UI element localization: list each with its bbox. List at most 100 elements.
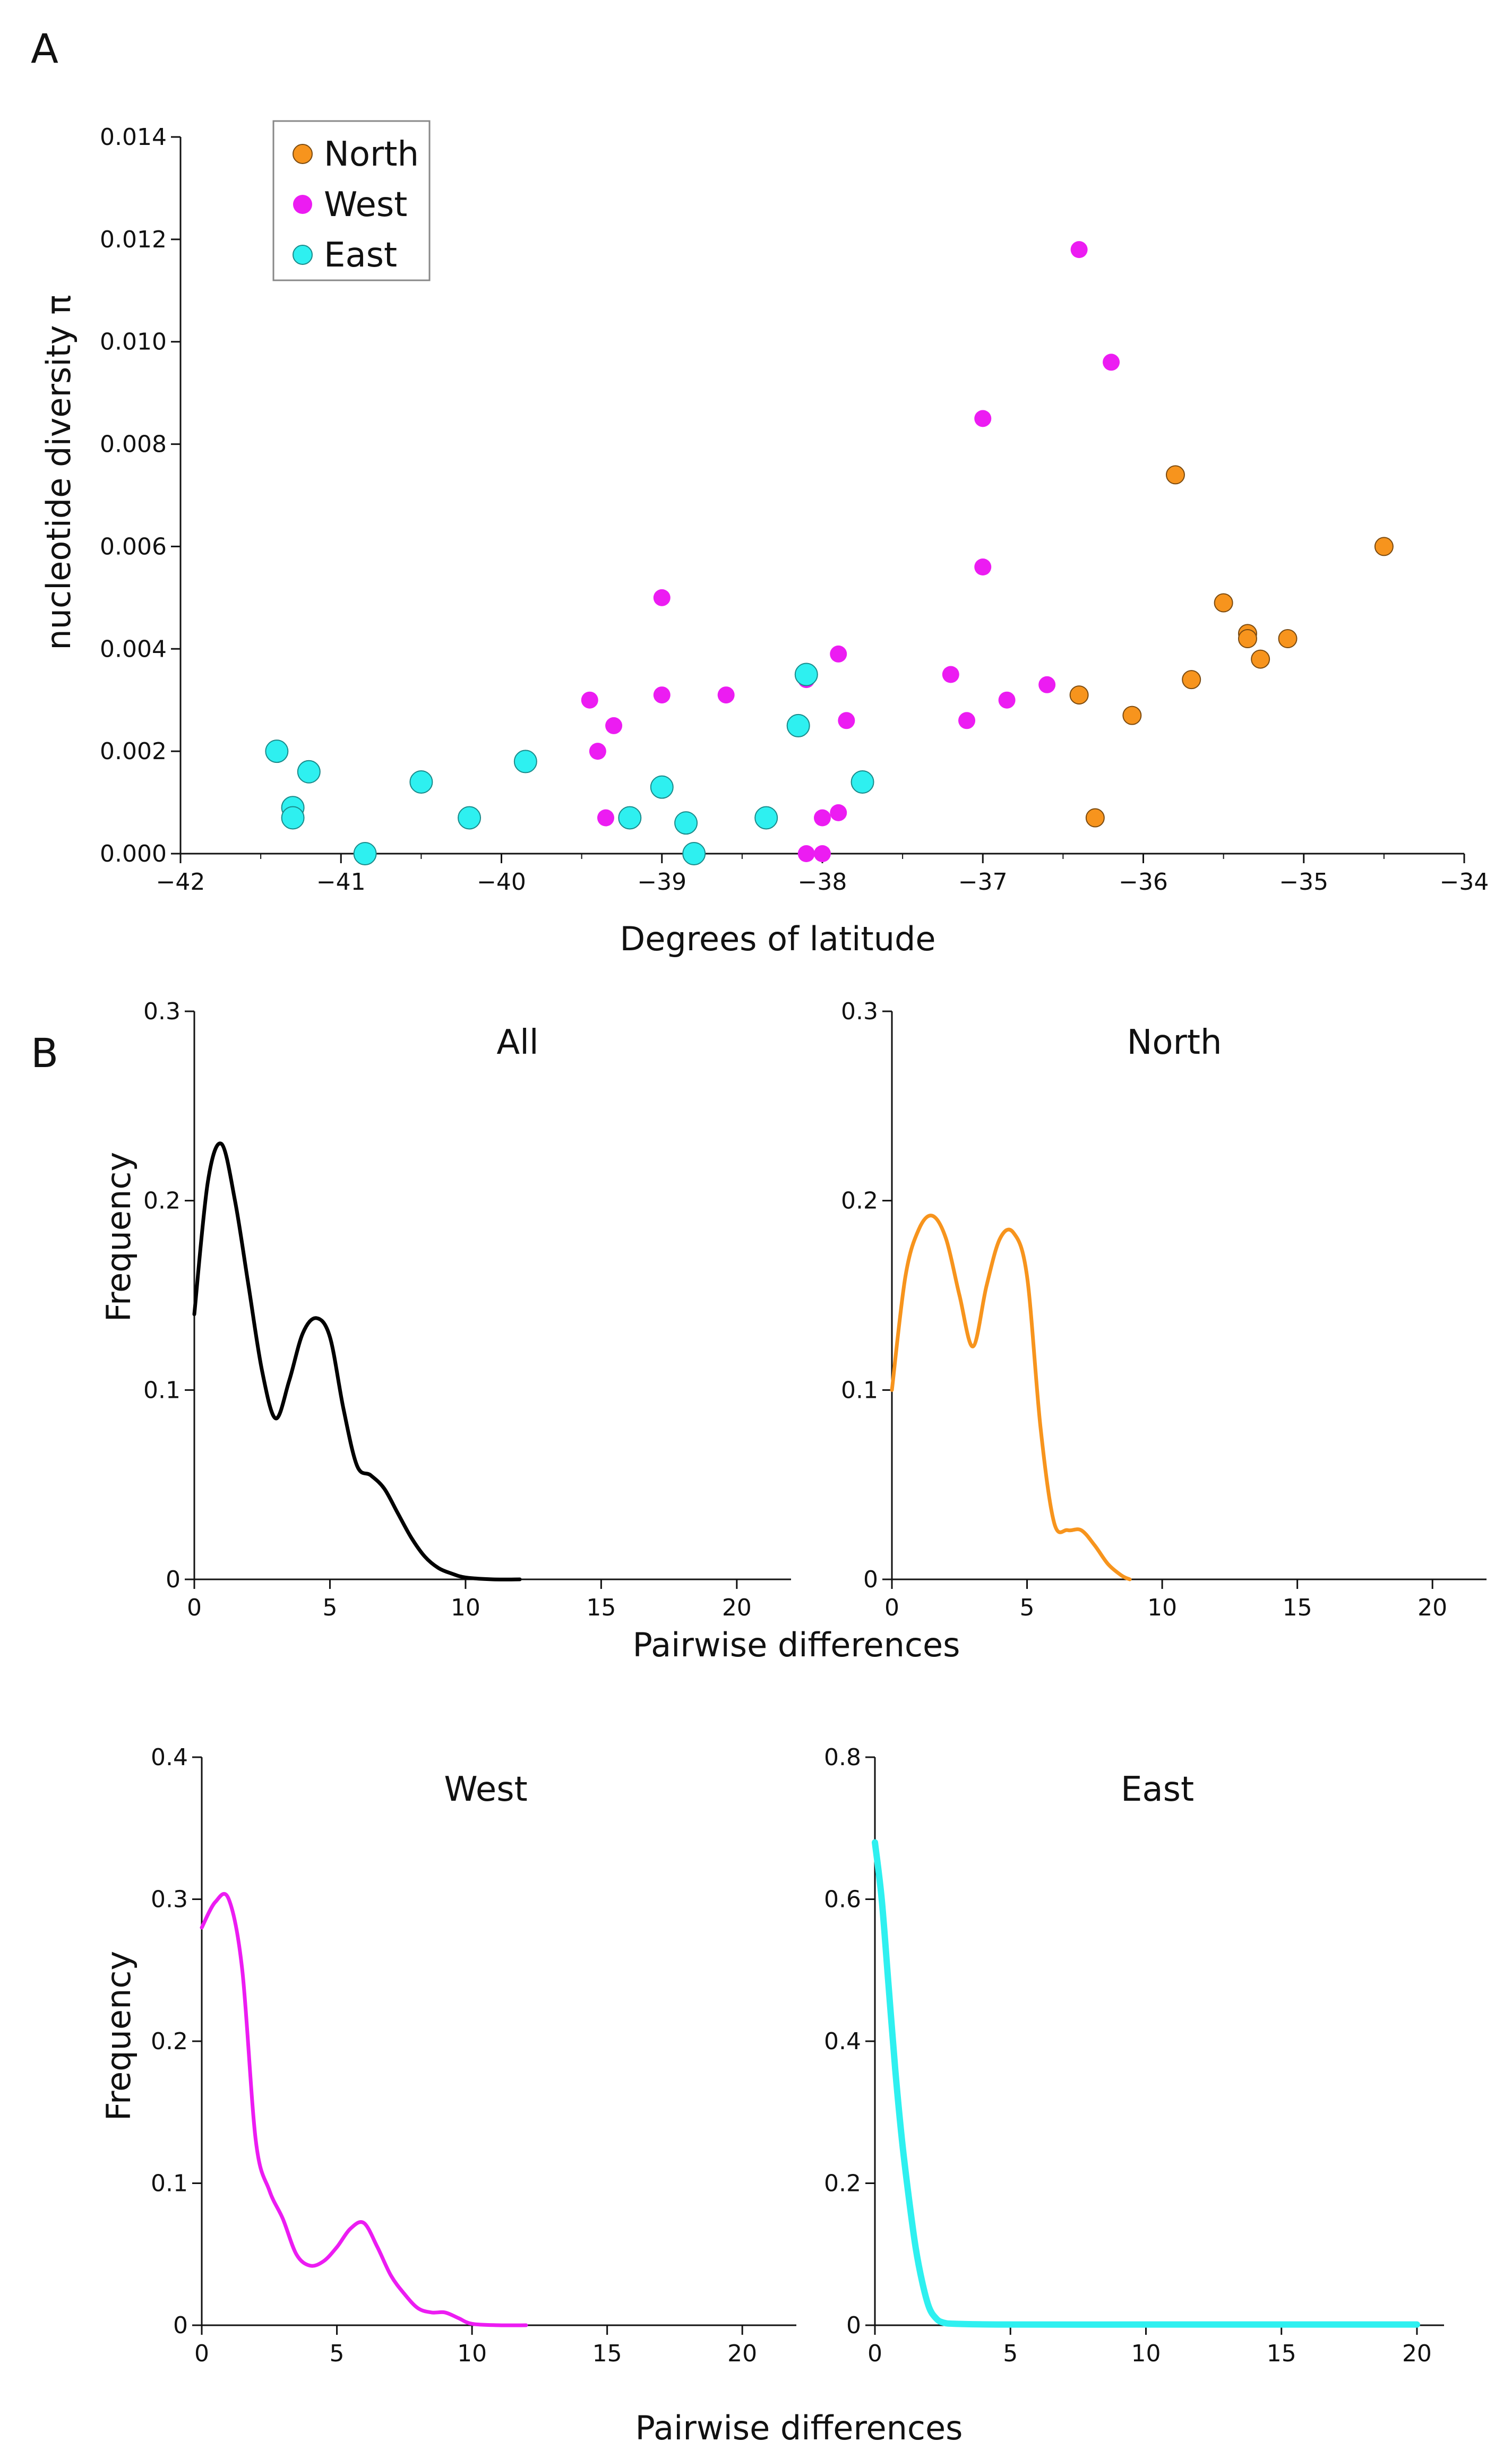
legend-west-marker	[293, 195, 312, 214]
title-east: East	[1121, 1770, 1194, 1809]
all-y-tick-label: 0	[166, 1566, 181, 1593]
title-all: All	[496, 1023, 538, 1062]
all-y-tick-label: 0.3	[143, 998, 181, 1025]
scatter-point-east	[297, 760, 321, 784]
scatter-x-tick-label: −36	[1119, 869, 1168, 896]
scatter-point-west	[958, 712, 976, 729]
west-x-tick-label: 0	[194, 2340, 209, 2367]
scatter-x-tick-label: −41	[316, 869, 366, 896]
north-x-tick-label: 20	[1418, 1594, 1447, 1621]
scatter-x-tick-label: −34	[1440, 869, 1489, 896]
scatter-x-axis-label: Degrees of latitude	[620, 919, 936, 958]
scatter-y-tick-label: 0.014	[100, 124, 167, 151]
scatter-point-east	[850, 770, 874, 794]
all-x-tick-label: 15	[586, 1594, 616, 1621]
legend-north-label: North	[324, 135, 419, 174]
west-x-tick-label: 20	[727, 2340, 757, 2367]
east-x-tick-label: 0	[867, 2340, 882, 2367]
all-x-tick-label: 10	[451, 1594, 480, 1621]
scatter-point-north	[1374, 537, 1394, 556]
east-y-tick-label: 0	[846, 2312, 861, 2339]
scatter-y-tick-label: 0.002	[100, 738, 167, 765]
west-x-tick-label: 15	[592, 2340, 622, 2367]
scatter-x-tick-label: −40	[477, 869, 526, 896]
west-y-tick-label: 0.1	[151, 2170, 188, 2197]
north-frequency-line	[890, 1214, 1132, 1581]
scatter-point-west	[1038, 676, 1056, 693]
east-y-tick-label: 0.8	[824, 1744, 861, 1771]
plot-west: 0 5 10 15 20 0 0.1 0.2 0.3 0.4	[151, 1744, 796, 2367]
scatter-point-east	[513, 750, 537, 773]
north-x-tick-label: 0	[884, 1594, 899, 1621]
scatter-point-north	[1251, 649, 1270, 669]
scatter-plot: −42 −41 −40 −39 −38 −37 −36 −35 −34 0.000 0.002 0.0…	[100, 124, 1489, 896]
scatter-point-west	[1103, 354, 1120, 371]
scatter-y-tick-label: 0.006	[100, 533, 167, 560]
north-y-tick-label: 0.1	[841, 1377, 878, 1404]
scatter-point-east	[281, 806, 305, 830]
scatter-point-west	[717, 686, 735, 704]
scatter-point-west	[814, 845, 831, 862]
west-frequency-line	[200, 1892, 528, 2327]
north-x-tick-label: 10	[1147, 1594, 1177, 1621]
bottom-row-x-axis-label: Pairwise differences	[635, 2409, 963, 2447]
scatter-y-tick-label: 0.000	[100, 840, 167, 867]
scatter-point-west	[974, 558, 992, 575]
legend-east-marker	[293, 245, 313, 265]
north-x-tick-label: 5	[1020, 1594, 1035, 1621]
north-x-tick-label: 15	[1283, 1594, 1312, 1621]
top-row-x-axis-label: Pairwise differences	[633, 1626, 960, 1664]
scatter-point-north	[1214, 593, 1233, 613]
scatter-point-north	[1122, 706, 1142, 725]
all-y-tick-label: 0.2	[143, 1188, 181, 1215]
plot-all: 0 5 10 15 20 0 0.1 0.2 0.3	[143, 998, 791, 1621]
scatter-point-east	[353, 842, 377, 865]
east-x-tick-label: 10	[1131, 2340, 1161, 2367]
scatter-point-west	[830, 645, 847, 663]
all-x-tick-label: 5	[322, 1594, 337, 1621]
scatter-y-tick-label: 0.010	[100, 329, 167, 356]
scatter-point-east	[265, 740, 289, 763]
scatter-point-west	[942, 666, 959, 683]
west-y-tick-label: 0.2	[151, 2028, 188, 2055]
scatter-point-west	[797, 845, 815, 862]
scatter-point-west	[653, 589, 671, 606]
east-x-tick-label: 5	[1003, 2340, 1018, 2367]
scatter-point-west	[653, 686, 671, 704]
scatter-point-west	[814, 809, 831, 827]
east-y-tick-label: 0.6	[824, 1886, 861, 1913]
scatter-point-east	[786, 713, 810, 737]
scatter-x-tick-label: −39	[637, 869, 686, 896]
scatter-point-north	[1238, 629, 1257, 648]
all-y-axis-label: Frequency	[99, 1152, 138, 1322]
scatter-point-east	[458, 806, 482, 830]
scatter-y-axis-label: nucleotide diversity π	[39, 295, 78, 650]
title-north: North	[1127, 1023, 1222, 1062]
all-y-tick-label: 0.1	[143, 1377, 181, 1404]
legend: North West East	[272, 120, 431, 281]
scatter-point-west	[830, 804, 847, 821]
scatter-point-north	[1069, 685, 1089, 705]
north-y-tick-label: 0.3	[841, 998, 878, 1025]
scatter-point-west	[1070, 241, 1088, 259]
all-x-tick-label: 20	[722, 1594, 752, 1621]
west-y-tick-label: 0.3	[151, 1886, 188, 1913]
scatter-y-tick-label: 0.008	[100, 431, 167, 458]
scatter-x-tick-label: −42	[156, 869, 205, 896]
panel-label-a: A	[31, 25, 58, 72]
west-x-tick-label: 10	[457, 2340, 487, 2367]
north-y-tick-label: 0.2	[841, 1188, 878, 1215]
scatter-y-tick-label: 0.004	[100, 635, 167, 663]
east-x-tick-label: 20	[1402, 2340, 1432, 2367]
west-y-tick-label: 0.4	[151, 1744, 188, 1771]
plot-east: 0 5 10 15 20 0 0.2 0.4 0.6 0.8	[824, 1744, 1444, 2367]
scatter-point-west	[597, 809, 614, 827]
scatter-x-tick-label: −35	[1279, 869, 1328, 896]
legend-east-label: East	[324, 236, 397, 275]
scatter-point-east	[409, 770, 433, 794]
scatter-point-east	[794, 663, 818, 686]
all-frequency-line	[192, 1141, 522, 1581]
scatter-point-east	[754, 806, 778, 830]
north-y-tick-label: 0	[863, 1566, 878, 1593]
scatter-point-west	[998, 691, 1016, 709]
